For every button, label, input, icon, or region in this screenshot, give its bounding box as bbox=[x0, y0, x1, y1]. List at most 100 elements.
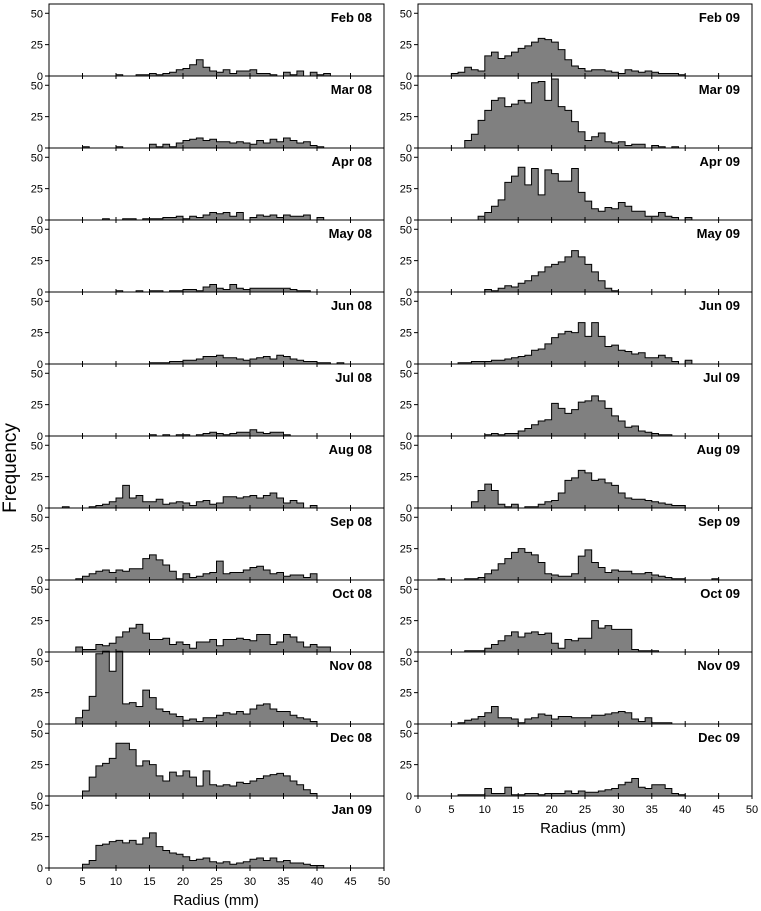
x-tick-label-11: 10 bbox=[110, 876, 122, 888]
y-tick-label-20: 0 bbox=[406, 647, 412, 659]
y-tick-label-17: 50 bbox=[400, 368, 412, 380]
y-tick-label-3: 0 bbox=[37, 287, 43, 299]
x-axis-label-left: Radius (mm) bbox=[173, 892, 259, 909]
panel-label-8: Oct 08 bbox=[332, 586, 372, 601]
histogram-bars-9 bbox=[49, 650, 384, 725]
y-tick-label-13: 0 bbox=[406, 143, 412, 155]
x-tick-label-22: 45 bbox=[712, 804, 724, 816]
y-tick-label-15: 0 bbox=[406, 287, 412, 299]
y-tick-label-11: 25 bbox=[31, 832, 43, 844]
histogram-bars-15 bbox=[418, 250, 752, 293]
y-tick-label-1: 0 bbox=[37, 143, 43, 155]
y-tick-label-18: 50 bbox=[400, 440, 412, 452]
panel-11: 0 25 50 Jan 09 0 5 10 15 20 25 30 35 40 45 50 bbox=[31, 795, 390, 888]
panel-19: 0 25 50 Sep 09 bbox=[400, 507, 753, 587]
y-tick-label-16: 25 bbox=[400, 328, 412, 340]
y-tick-label-0: 50 bbox=[31, 8, 43, 20]
panel-5: 0 25 50 Jul 08 bbox=[31, 363, 385, 443]
y-tick-label-0: 25 bbox=[31, 40, 43, 52]
panel-12: 0 25 50 Feb 09 bbox=[400, 3, 753, 83]
x-tick-label-11: 25 bbox=[210, 876, 222, 888]
histogram-bars-14 bbox=[418, 166, 752, 221]
y-tick-label-3: 50 bbox=[31, 224, 43, 236]
panel-7: 0 25 50 Sep 08 bbox=[31, 507, 385, 587]
panel-6: 0 25 50 Aug 08 bbox=[31, 435, 385, 515]
y-tick-label-19: 0 bbox=[406, 575, 412, 587]
panel-9: 0 25 50 Nov 08 bbox=[31, 650, 385, 731]
y-tick-label-4: 50 bbox=[31, 296, 43, 308]
panel-label-6: Aug 08 bbox=[329, 442, 372, 457]
y-tick-label-4: 0 bbox=[37, 359, 43, 371]
panel-13: 0 25 50 Mar 09 bbox=[400, 75, 753, 155]
y-tick-label-6: 0 bbox=[37, 503, 43, 515]
panel-label-16: Jun 09 bbox=[699, 298, 740, 313]
y-tick-label-5: 25 bbox=[31, 400, 43, 412]
y-tick-label-21: 25 bbox=[400, 688, 412, 700]
y-tick-label-5: 0 bbox=[37, 431, 43, 443]
panel-2: 0 25 50 Apr 08 bbox=[31, 147, 385, 227]
x-tick-label-22: 50 bbox=[746, 804, 758, 816]
panel-8: 0 25 50 Oct 08 bbox=[31, 579, 385, 659]
panel-label-12: Feb 09 bbox=[699, 10, 740, 25]
y-tick-label-10: 50 bbox=[31, 728, 43, 740]
histogram-bars-22 bbox=[418, 777, 752, 797]
y-tick-label-9: 25 bbox=[31, 688, 43, 700]
y-tick-label-6: 50 bbox=[31, 440, 43, 452]
panel-21: 0 25 50 Nov 09 bbox=[400, 651, 753, 731]
panel-label-11: Jan 09 bbox=[332, 802, 372, 817]
y-tick-label-7: 50 bbox=[31, 512, 43, 524]
y-tick-label-18: 0 bbox=[406, 503, 412, 515]
x-tick-label-11: 0 bbox=[46, 876, 52, 888]
histogram-bars-19 bbox=[418, 548, 752, 581]
histogram-bars-13 bbox=[418, 78, 752, 149]
panel-label-5: Jul 08 bbox=[335, 370, 372, 385]
y-tick-label-12: 0 bbox=[406, 71, 412, 83]
panel-label-1: Mar 08 bbox=[331, 82, 372, 97]
panel-label-0: Feb 08 bbox=[331, 10, 372, 25]
panel-15: 0 25 50 May 09 bbox=[400, 219, 753, 299]
y-tick-label-8: 0 bbox=[37, 647, 43, 659]
y-tick-label-2: 50 bbox=[31, 152, 43, 164]
histogram-bars-16 bbox=[418, 322, 752, 365]
x-tick-label-11: 35 bbox=[277, 876, 289, 888]
panel-label-13: Mar 09 bbox=[699, 82, 740, 97]
y-tick-label-3: 25 bbox=[31, 256, 43, 268]
panel-label-21: Nov 09 bbox=[697, 658, 740, 673]
y-tick-label-17: 0 bbox=[406, 431, 412, 443]
y-tick-label-14: 50 bbox=[400, 152, 412, 164]
y-tick-label-13: 25 bbox=[400, 112, 412, 124]
y-tick-label-18: 25 bbox=[400, 472, 412, 484]
histogram-bars-1 bbox=[49, 137, 384, 149]
y-tick-label-14: 0 bbox=[406, 215, 412, 227]
histogram-bars-11 bbox=[49, 832, 384, 869]
x-tick-label-11: 20 bbox=[177, 876, 189, 888]
x-tick-label-22: 15 bbox=[512, 804, 524, 816]
y-tick-label-12: 25 bbox=[400, 40, 412, 52]
panel-label-14: Apr 09 bbox=[700, 154, 740, 169]
histogram-bars-10 bbox=[49, 742, 384, 797]
y-tick-label-21: 0 bbox=[406, 719, 412, 731]
x-axis-label-right: Radius (mm) bbox=[540, 820, 626, 837]
y-tick-label-9: 50 bbox=[31, 656, 43, 668]
panel-3: 0 25 50 May 08 bbox=[31, 219, 385, 299]
panel-label-19: Sep 09 bbox=[698, 514, 740, 529]
y-tick-label-17: 25 bbox=[400, 400, 412, 412]
y-tick-label-11: 50 bbox=[31, 800, 43, 812]
y-tick-label-11: 0 bbox=[37, 863, 43, 875]
panel-label-4: Jun 08 bbox=[331, 298, 372, 313]
x-tick-label-11: 45 bbox=[344, 876, 356, 888]
y-tick-label-16: 0 bbox=[406, 359, 412, 371]
y-tick-label-4: 25 bbox=[31, 328, 43, 340]
y-tick-label-22: 25 bbox=[400, 760, 412, 772]
x-tick-label-22: 10 bbox=[479, 804, 491, 816]
y-tick-label-12: 50 bbox=[400, 8, 412, 20]
panel-label-15: May 09 bbox=[697, 226, 740, 241]
y-tick-label-7: 0 bbox=[37, 575, 43, 587]
histogram-bars-12 bbox=[418, 37, 752, 77]
y-tick-label-22: 50 bbox=[400, 728, 412, 740]
histogram-bars-17 bbox=[418, 395, 752, 437]
x-tick-label-22: 25 bbox=[579, 804, 591, 816]
y-tick-label-5: 50 bbox=[31, 368, 43, 380]
